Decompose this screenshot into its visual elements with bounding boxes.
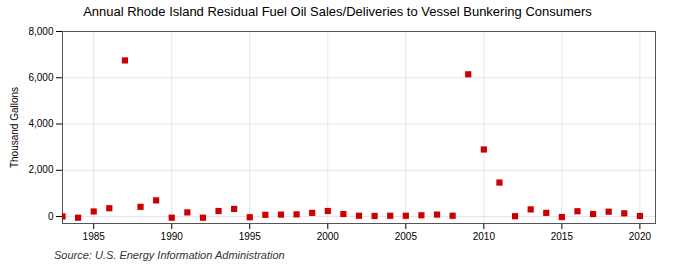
svg-text:Thousand Gallons: Thousand Gallons bbox=[9, 87, 20, 168]
html-text:Source: U.S. Energy Informatio: Source: U.S. Energy Information Administ… bbox=[54, 249, 285, 261]
svg-text:1995: 1995 bbox=[239, 231, 262, 242]
svg-text:2,000: 2,000 bbox=[28, 164, 53, 175]
svg-text:1985: 1985 bbox=[83, 231, 106, 242]
svg-text:6,000: 6,000 bbox=[28, 72, 53, 83]
svg-text:8,000: 8,000 bbox=[28, 26, 53, 37]
svg-text:2015: 2015 bbox=[551, 231, 574, 242]
svg-text:0: 0 bbox=[48, 211, 54, 222]
svg-text:4,000: 4,000 bbox=[28, 118, 53, 129]
svg-text:1990: 1990 bbox=[161, 231, 184, 242]
svg-text:2020: 2020 bbox=[629, 231, 652, 242]
html-text:Annual Rhode Island Residual F: Annual Rhode Island Residual Fuel Oil Sa… bbox=[83, 4, 592, 19]
svg-text:2010: 2010 bbox=[473, 231, 496, 242]
svg-text:2000: 2000 bbox=[317, 231, 340, 242]
svg-text:2005: 2005 bbox=[395, 231, 418, 242]
